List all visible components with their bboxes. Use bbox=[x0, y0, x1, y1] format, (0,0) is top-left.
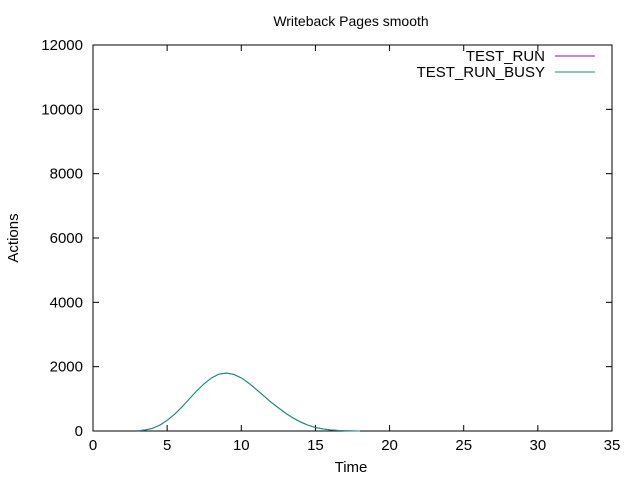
plot-frame bbox=[92, 44, 613, 432]
y-tick-label: 12000 bbox=[41, 37, 83, 54]
series-layer bbox=[137, 372, 360, 432]
y-tick-label: 10000 bbox=[41, 101, 83, 118]
x-tick-label: 5 bbox=[163, 437, 171, 454]
y-tick-label: 4000 bbox=[50, 294, 83, 311]
y-tick-label: 2000 bbox=[50, 359, 83, 376]
x-tick-label: 20 bbox=[381, 437, 398, 454]
x-tick-label: 35 bbox=[604, 437, 621, 454]
x-tick-label: 15 bbox=[307, 437, 324, 454]
y-axis-label: Actions bbox=[5, 213, 22, 262]
y-tick-label: 6000 bbox=[50, 230, 83, 247]
y-tick-label: 0 bbox=[75, 423, 83, 440]
y-axis: 0 2000 4000 6000 8000 10000 12000 bbox=[41, 37, 612, 440]
x-tick-label: 10 bbox=[233, 437, 250, 454]
x-tick-label: 25 bbox=[455, 437, 472, 454]
series-line-test-run bbox=[137, 372, 360, 432]
x-tick-label: 0 bbox=[89, 437, 97, 454]
x-axis-label: Time bbox=[335, 459, 368, 476]
legend-label: TEST_RUN bbox=[466, 48, 545, 65]
x-tick-label: 30 bbox=[530, 437, 547, 454]
legend-label: TEST_RUN_BUSY bbox=[417, 64, 545, 81]
y-tick-label: 8000 bbox=[50, 166, 83, 183]
chart-title: Writeback Pages smooth bbox=[273, 13, 428, 29]
series-line-test-run-busy bbox=[137, 372, 360, 432]
x-axis: 0 5 10 15 20 25 30 35 bbox=[89, 45, 621, 454]
